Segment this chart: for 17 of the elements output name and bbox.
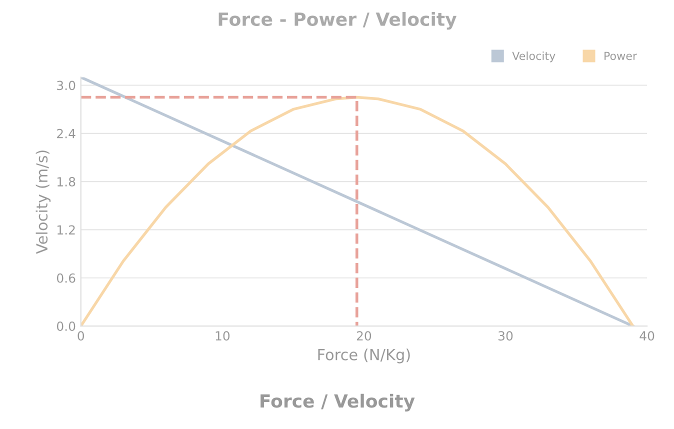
y-tick-label: 3.0 (57, 80, 76, 90)
y-tick-label: 0.6 (56, 273, 76, 283)
y-tick-label: 0.0 (56, 322, 76, 331)
legend-label: Power (604, 52, 638, 60)
text: Force / Velocity (260, 394, 415, 412)
x-tick-label: 0 (78, 331, 84, 341)
x-tick-label: 40 (640, 331, 654, 341)
legend-label: Velocity (512, 51, 556, 62)
x-axis-title: Force (N/Kg) (318, 348, 410, 364)
y-tick-label: 1.2 (58, 225, 75, 234)
x-tick-label: 30 (498, 331, 513, 341)
x-tick-label: 10 (216, 331, 230, 341)
y-tick-label: 2.4 (57, 128, 76, 138)
y-tick-label: 1.8 (58, 177, 76, 186)
x-tick-label: 20 (356, 331, 372, 341)
y-axis-title: Velocity (m/s) (36, 150, 51, 254)
chart-title: Force - Power / Velocity (218, 12, 457, 30)
